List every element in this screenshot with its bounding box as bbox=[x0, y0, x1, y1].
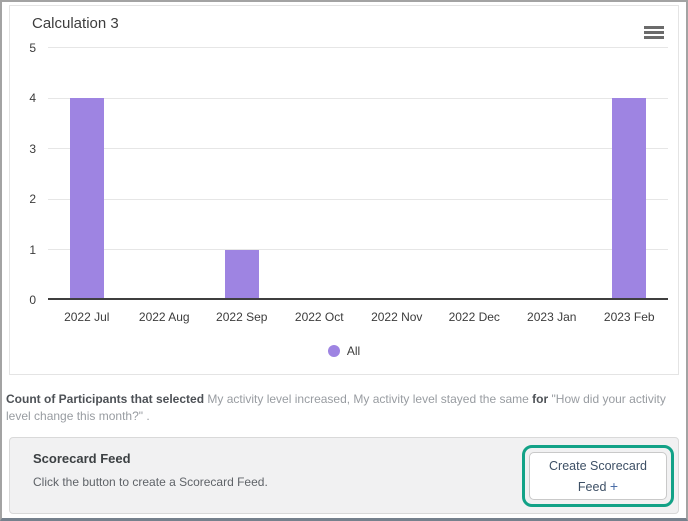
scorecard-feed-panel: Scorecard Feed Click the button to creat… bbox=[9, 437, 679, 514]
y-axis: 0 1 2 3 4 5 bbox=[10, 41, 48, 308]
x-axis-label: 2023 Jan bbox=[527, 310, 577, 324]
x-axis-label: 2022 Nov bbox=[371, 310, 423, 324]
bar-2023-feb[interactable] bbox=[612, 98, 647, 300]
y-tick-label: 5 bbox=[29, 40, 36, 55]
y-tick-label: 0 bbox=[29, 293, 36, 307]
y-gridline bbox=[48, 148, 668, 149]
hamburger-menu-icon[interactable] bbox=[644, 26, 664, 41]
y-gridline bbox=[48, 198, 668, 200]
chart-legend: All bbox=[10, 344, 678, 358]
x-axis-line bbox=[48, 298, 668, 300]
y-gridline bbox=[48, 47, 668, 48]
y-tick-label: 4 bbox=[29, 91, 36, 105]
legend-marker-icon bbox=[327, 345, 340, 357]
menu-bar bbox=[644, 31, 664, 34]
scorecard-feed-title: Scorecard Feed bbox=[33, 451, 131, 466]
chart-title: Calculation 3 bbox=[32, 15, 119, 32]
x-axis-label: 2022 Aug bbox=[138, 310, 190, 324]
legend-label: All bbox=[346, 344, 361, 358]
chart-description: Count of Participants that selected My a… bbox=[6, 391, 683, 425]
y-gridline bbox=[48, 97, 668, 99]
highlight-annotation-ring: Create Scorecard Feed + bbox=[522, 445, 674, 507]
x-axis-label: 2022 Jul bbox=[64, 310, 110, 324]
scorecard-feed-subtitle: Click the button to create a Scorecard F… bbox=[33, 475, 268, 489]
y-tick-label: 2 bbox=[29, 192, 36, 206]
plot-grid bbox=[48, 47, 668, 300]
description-segment: My activity level increased, My activity… bbox=[207, 392, 533, 406]
menu-bar bbox=[644, 26, 664, 29]
bar-2022-sep[interactable] bbox=[224, 249, 259, 300]
menu-bar bbox=[644, 36, 664, 39]
x-axis-label: 2022 Dec bbox=[448, 310, 500, 324]
description-segment: "How did your activity level change this… bbox=[6, 392, 666, 423]
plus-icon: + bbox=[609, 478, 619, 495]
create-scorecard-feed-label: Create Scorecard Feed bbox=[549, 459, 647, 495]
plot-area: 0 1 2 3 4 5 bbox=[10, 41, 668, 308]
bar-2022-jul[interactable] bbox=[69, 98, 104, 300]
y-gridline bbox=[48, 249, 668, 250]
x-axis-label: 2022 Oct bbox=[294, 310, 344, 324]
create-scorecard-feed-button[interactable]: Create Scorecard Feed + bbox=[529, 452, 667, 500]
description-segment: for bbox=[532, 392, 552, 406]
x-axis-labels: 2022 Jul 2022 Aug 2022 Sep 2022 Oct 2022 Nov… bbox=[48, 310, 668, 324]
y-tick-label: 1 bbox=[29, 242, 36, 257]
description-segment: Count of Participants that selected bbox=[6, 392, 208, 406]
y-tick-label: 3 bbox=[29, 141, 36, 156]
x-axis-label: 2023 Feb bbox=[603, 310, 655, 324]
x-axis-label: 2022 Sep bbox=[216, 310, 268, 324]
